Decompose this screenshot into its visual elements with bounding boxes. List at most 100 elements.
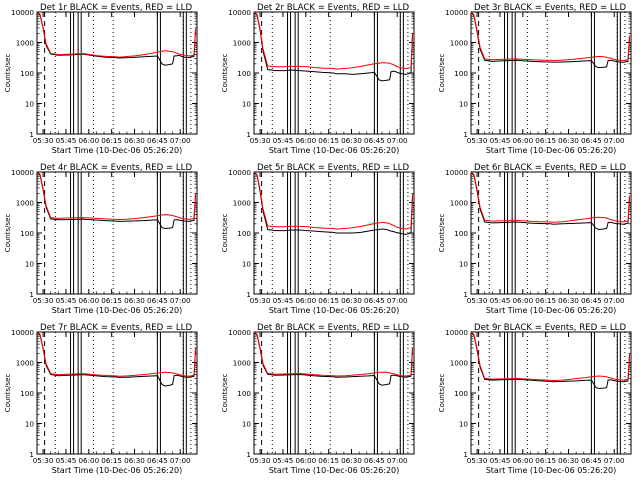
y-tick-label: 1 [29, 450, 34, 459]
x-tick-label: 06:00 [512, 296, 533, 305]
x-axis-label: Start Time (10-Dec-06 05:26:20) [269, 466, 400, 475]
y-tick-label: 10 [25, 260, 35, 269]
x-tick-label: 06:00 [512, 456, 533, 465]
x-tick-label: 06:00 [295, 456, 316, 465]
panel-title: Det 5r BLACK = Events, RED = LLD [257, 163, 409, 173]
events-series-line [470, 11, 630, 69]
panel-title: Det 9r BLACK = Events, RED = LLD [474, 323, 626, 333]
y-tick-label: 1 [463, 450, 468, 459]
x-tick-label: 06:30 [558, 136, 579, 145]
y-axis-label: Counts/sec [438, 374, 446, 413]
x-tick-label: 06:45 [364, 456, 385, 465]
x-tick-label: 06:15 [101, 136, 122, 145]
plot-frame [36, 331, 198, 455]
x-tick-label: 06:30 [124, 296, 145, 305]
panel-1: Det 1r BLACK = Events, RED = LLD 1 10 100 10… [4, 3, 198, 155]
x-tick-label: 05:30 [250, 136, 271, 145]
panel-4: Det 4r BLACK = Events, RED = LLD 1 10 100 10… [4, 163, 198, 315]
y-tick-label: 100 [454, 229, 468, 238]
x-tick-label: 06:15 [101, 296, 122, 305]
x-tick-label: 06:15 [535, 456, 556, 465]
x-axis-label: Start Time (10-Dec-06 05:26:20) [52, 306, 183, 315]
y-tick-label: 100 [454, 389, 468, 398]
panel-title: Det 1r BLACK = Events, RED = LLD [40, 3, 192, 13]
x-tick-label: 06:00 [78, 136, 99, 145]
panel-title: Det 7r BLACK = Events, RED = LLD [40, 323, 192, 333]
y-tick-label: 1000 [450, 359, 469, 368]
y-tick-label: 10 [459, 260, 469, 269]
x-tick-label: 06:45 [147, 296, 168, 305]
y-tick-label: 10000 [445, 8, 468, 17]
panel-title: Det 2r BLACK = Events, RED = LLD [257, 3, 409, 13]
x-tick-label: 07:00 [387, 136, 408, 145]
y-tick-label: 1 [246, 130, 251, 139]
panel-2: Det 2r BLACK = Events, RED = LLD 1 10 100 10… [221, 3, 415, 155]
y-tick-label: 1 [246, 290, 251, 299]
x-axis-label: Start Time (10-Dec-06 05:26:20) [486, 146, 617, 155]
lld-series-line [253, 11, 413, 70]
y-tick-label: 10 [459, 420, 469, 429]
x-tick-label: 06:30 [124, 136, 145, 145]
y-tick-label: 100 [454, 69, 468, 78]
events-series-line [36, 11, 196, 66]
panel-title: Det 6r BLACK = Events, RED = LLD [474, 163, 626, 173]
y-axis-label: Counts/sec [221, 374, 229, 413]
y-tick-label: 1000 [16, 199, 35, 208]
panel-5: Det 5r BLACK = Events, RED = LLD 1 10 100 10… [221, 163, 415, 315]
y-axis-label: Counts/sec [4, 54, 12, 93]
plot-frame [470, 331, 632, 455]
x-tick-label: 07:00 [604, 136, 625, 145]
x-axis-label: Start Time (10-Dec-06 05:26:20) [52, 146, 183, 155]
x-tick-label: 06:15 [318, 136, 339, 145]
y-tick-label: 1000 [16, 359, 35, 368]
y-tick-label: 1000 [233, 359, 252, 368]
y-tick-label: 1 [463, 290, 468, 299]
y-axis-label: Counts/sec [438, 54, 446, 93]
x-tick-label: 05:30 [33, 456, 54, 465]
y-tick-label: 10000 [228, 328, 251, 337]
panel-title: Det 3r BLACK = Events, RED = LLD [474, 3, 626, 13]
x-tick-label: 07:00 [170, 136, 191, 145]
x-tick-label: 06:00 [512, 136, 533, 145]
y-axis-label: Counts/sec [4, 374, 12, 413]
x-axis-label: Start Time (10-Dec-06 05:26:20) [52, 466, 183, 475]
x-tick-label: 06:45 [581, 456, 602, 465]
lld-series-line [36, 331, 196, 377]
y-tick-label: 10000 [11, 168, 34, 177]
y-tick-label: 1000 [450, 39, 469, 48]
events-series-line [253, 11, 413, 82]
x-tick-label: 06:30 [558, 296, 579, 305]
panel-8: Det 8r BLACK = Events, RED = LLD 1 10 100 10… [221, 323, 415, 475]
x-tick-label: 05:30 [467, 456, 488, 465]
y-tick-label: 10000 [11, 8, 34, 17]
x-tick-label: 06:30 [124, 456, 145, 465]
x-tick-label: 05:30 [250, 456, 271, 465]
y-axis-label: Counts/sec [4, 214, 12, 253]
y-tick-label: 10000 [445, 328, 468, 337]
x-tick-label: 05:30 [467, 136, 488, 145]
y-tick-label: 100 [20, 389, 34, 398]
y-tick-label: 10 [242, 260, 252, 269]
y-tick-label: 10000 [228, 8, 251, 17]
y-tick-label: 1000 [233, 199, 252, 208]
events-series-line [470, 171, 630, 231]
lld-series-line [36, 11, 196, 58]
y-tick-label: 10000 [228, 168, 251, 177]
lld-series-line [253, 331, 413, 377]
events-series-line [36, 331, 196, 387]
x-tick-label: 06:45 [364, 136, 385, 145]
x-tick-label: 05:45 [273, 136, 294, 145]
x-tick-label: 05:45 [490, 456, 511, 465]
x-tick-label: 06:00 [78, 456, 99, 465]
plot-frame [470, 11, 632, 135]
panel-6: Det 6r BLACK = Events, RED = LLD 1 10 100 10… [438, 163, 632, 315]
y-tick-label: 100 [237, 389, 251, 398]
x-tick-label: 06:30 [341, 296, 362, 305]
x-tick-label: 06:15 [318, 296, 339, 305]
x-axis-label: Start Time (10-Dec-06 05:26:20) [486, 466, 617, 475]
x-tick-label: 05:45 [273, 296, 294, 305]
x-axis-label: Start Time (10-Dec-06 05:26:20) [269, 306, 400, 315]
x-tick-label: 06:45 [581, 136, 602, 145]
y-tick-label: 1 [246, 450, 251, 459]
events-series-line [36, 171, 196, 230]
